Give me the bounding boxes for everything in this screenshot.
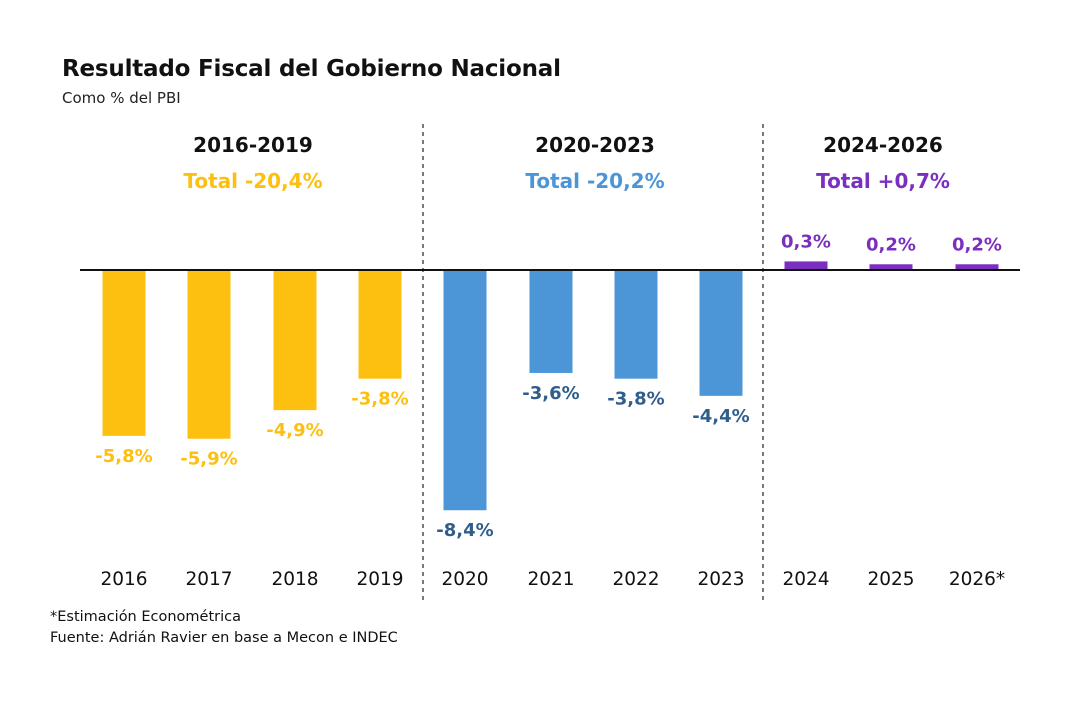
bar-2020 <box>443 270 487 511</box>
bar-2018 <box>273 270 317 411</box>
data-label: -4,9% <box>266 420 323 441</box>
x-tick-label: 2026* <box>949 569 1005 590</box>
data-label: 0,3% <box>781 231 831 252</box>
data-label: -3,8% <box>351 389 408 410</box>
period-title: 2016-2019 <box>193 133 313 157</box>
data-label: -3,8% <box>607 389 664 410</box>
bar-2017 <box>187 270 231 439</box>
x-tick-label: 2021 <box>527 569 574 590</box>
x-tick-label: 2019 <box>356 569 403 590</box>
bar-2026 <box>955 264 999 270</box>
data-label: 0,2% <box>952 234 1002 255</box>
bar-2025 <box>869 264 913 270</box>
x-tick-label: 2022 <box>612 569 659 590</box>
x-tick-label: 2020 <box>441 569 488 590</box>
source-footnote: Fuente: Adrián Ravier en base a Mecon e … <box>50 630 398 646</box>
x-tick-label: 2023 <box>697 569 744 590</box>
period-total-label: Total +0,7% <box>816 169 950 193</box>
bar-2021 <box>529 270 573 373</box>
chart-subtitle: Como % del PBI <box>62 89 181 107</box>
estimation-footnote: *Estimación Econométrica <box>50 609 242 625</box>
period-total-label: Total -20,2% <box>525 169 664 193</box>
chart-title: Resultado Fiscal del Gobierno Nacional <box>62 56 561 82</box>
data-label: -4,4% <box>692 406 749 427</box>
period-title: 2024-2026 <box>823 133 943 157</box>
data-label: 0,2% <box>866 234 916 255</box>
bar-2019 <box>358 270 402 379</box>
period-total-label: Total -20,4% <box>183 169 322 193</box>
x-tick-label: 2016 <box>100 569 147 590</box>
data-label: -5,8% <box>95 446 152 467</box>
x-tick-label: 2018 <box>271 569 318 590</box>
bar-2016 <box>102 270 146 436</box>
data-label: -8,4% <box>436 520 493 541</box>
bar-2024 <box>784 261 828 270</box>
period-title: 2020-2023 <box>535 133 655 157</box>
x-tick-label: 2025 <box>867 569 914 590</box>
x-tick-label: 2024 <box>782 569 829 590</box>
data-label: -5,9% <box>180 449 237 470</box>
bar-2023 <box>699 270 743 396</box>
x-tick-label: 2017 <box>185 569 232 590</box>
bar-2022 <box>614 270 658 379</box>
data-label: -3,6% <box>522 383 579 404</box>
